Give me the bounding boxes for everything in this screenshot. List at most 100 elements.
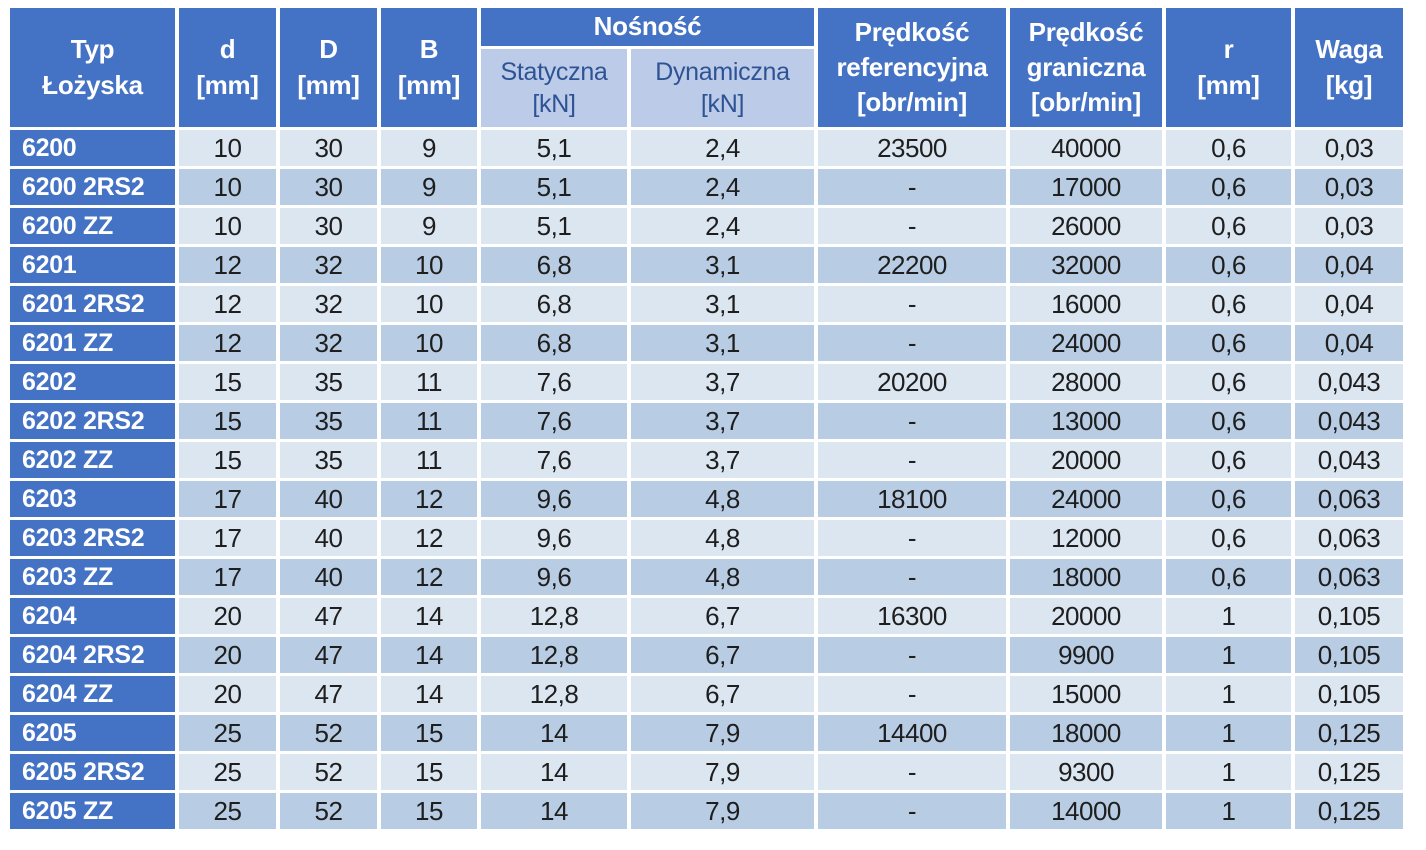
data-cell: - <box>818 286 1006 322</box>
data-cell: 0,6 <box>1166 481 1291 517</box>
data-cell: 7,9 <box>631 754 814 790</box>
data-cell: 12000 <box>1010 520 1162 556</box>
data-cell: 14 <box>381 637 477 673</box>
data-cell: 0,043 <box>1295 364 1403 400</box>
data-cell: 47 <box>280 598 377 634</box>
data-cell: 15000 <box>1010 676 1162 712</box>
data-cell: 0,6 <box>1166 208 1291 244</box>
data-cell: 0,6 <box>1166 130 1291 166</box>
data-cell: 12 <box>179 286 276 322</box>
data-cell: - <box>818 403 1006 439</box>
data-cell: 20 <box>179 637 276 673</box>
data-cell: 52 <box>280 754 377 790</box>
data-cell: - <box>818 208 1006 244</box>
data-cell: 6,7 <box>631 598 814 634</box>
data-cell: 25 <box>179 754 276 790</box>
data-cell: 0,063 <box>1295 520 1403 556</box>
data-cell: 32 <box>280 247 377 283</box>
data-cell: 1 <box>1166 637 1291 673</box>
col-header-r: r [mm] <box>1166 8 1291 127</box>
data-cell: 10 <box>381 286 477 322</box>
data-cell: 0,043 <box>1295 442 1403 478</box>
data-cell: 15 <box>179 364 276 400</box>
table-row: 6201 2RS2 12 32 10 6,8 3,1-16000 0,6 0,04 <box>10 286 1403 322</box>
data-cell: 0,043 <box>1295 403 1403 439</box>
data-cell: 0,6 <box>1166 442 1291 478</box>
data-cell: 6,8 <box>481 247 627 283</box>
row-label-bearing-type: 6203 ZZ <box>10 559 175 595</box>
data-cell: 32000 <box>1010 247 1162 283</box>
table-row: 6205 25 52 15 14 7,9 14400 18000 1 0,125 <box>10 715 1403 751</box>
data-cell: 40 <box>280 481 377 517</box>
data-cell: 0,6 <box>1166 364 1291 400</box>
data-cell: 3,1 <box>631 325 814 361</box>
data-cell: - <box>818 637 1006 673</box>
data-cell: 1 <box>1166 715 1291 751</box>
row-label-bearing-type: 6204 2RS2 <box>10 637 175 673</box>
data-cell: 15 <box>381 715 477 751</box>
data-cell: 10 <box>179 130 276 166</box>
data-cell: 1 <box>1166 598 1291 634</box>
row-label-bearing-type: 6205 2RS2 <box>10 754 175 790</box>
data-cell: - <box>818 559 1006 595</box>
data-cell: 20000 <box>1010 598 1162 634</box>
col-header-typ-lozyska: Typ Łożyska <box>10 8 175 127</box>
row-label-bearing-type: 6204 ZZ <box>10 676 175 712</box>
table-row: 6203 2RS2 17 40 12 9,6 4,8-12000 0,6 0,063 <box>10 520 1403 556</box>
data-cell: 12,8 <box>481 676 627 712</box>
data-cell: 9 <box>381 169 477 205</box>
data-cell: 20200 <box>818 364 1006 400</box>
data-cell: 15 <box>179 403 276 439</box>
data-cell: 22200 <box>818 247 1006 283</box>
data-cell: 0,03 <box>1295 130 1403 166</box>
data-cell: - <box>818 520 1006 556</box>
data-cell: 52 <box>280 793 377 829</box>
data-cell: 9300 <box>1010 754 1162 790</box>
data-cell: - <box>818 676 1006 712</box>
data-cell: 12 <box>179 325 276 361</box>
data-cell: 10 <box>381 325 477 361</box>
table-row: 6201 12 32 10 6,8 3,1 22200 32000 0,6 0,04 <box>10 247 1403 283</box>
data-cell: 14 <box>481 754 627 790</box>
data-cell: 4,8 <box>631 559 814 595</box>
data-cell: 12 <box>381 559 477 595</box>
table-row: 6200 ZZ 10 30 9 5,1 2,4-26000 0,6 0,03 <box>10 208 1403 244</box>
row-label-bearing-type: 6201 2RS2 <box>10 286 175 322</box>
data-cell: 24000 <box>1010 481 1162 517</box>
data-cell: 30 <box>280 208 377 244</box>
data-cell: 20000 <box>1010 442 1162 478</box>
data-cell: 0,105 <box>1295 676 1403 712</box>
col-subheader-dynamiczna: Dynamiczna [kN] <box>631 49 814 127</box>
data-cell: 0,04 <box>1295 247 1403 283</box>
data-cell: 3,1 <box>631 247 814 283</box>
data-cell: 47 <box>280 637 377 673</box>
row-label-bearing-type: 6201 ZZ <box>10 325 175 361</box>
data-cell: 18100 <box>818 481 1006 517</box>
table-row: 6201 ZZ 12 32 10 6,8 3,1-24000 0,6 0,04 <box>10 325 1403 361</box>
data-cell: - <box>818 793 1006 829</box>
bearing-spec-table-container: Typ Łożyska d [mm] D [mm] B [mm] Nośność… <box>6 5 1407 832</box>
data-cell: 0,105 <box>1295 637 1403 673</box>
col-header-predkosc-referencyjna: Prędkość referencyjna [obr/min] <box>818 8 1006 127</box>
data-cell: 10 <box>179 169 276 205</box>
data-cell: 10 <box>381 247 477 283</box>
data-cell: 23500 <box>818 130 1006 166</box>
data-cell: 35 <box>280 364 377 400</box>
table-row: 6205 2RS2 25 52 15 14 7,9-9300 1 0,125 <box>10 754 1403 790</box>
row-label-bearing-type: 6203 2RS2 <box>10 520 175 556</box>
data-cell: 0,063 <box>1295 559 1403 595</box>
row-label-bearing-type: 6200 ZZ <box>10 208 175 244</box>
data-cell: 40 <box>280 520 377 556</box>
data-cell: 35 <box>280 442 377 478</box>
data-cell: 0,03 <box>1295 169 1403 205</box>
data-cell: 3,1 <box>631 286 814 322</box>
data-cell: 0,125 <box>1295 715 1403 751</box>
col-header-nosnosc: Nośność <box>481 8 814 46</box>
data-cell: 0,6 <box>1166 286 1291 322</box>
data-cell: 11 <box>381 364 477 400</box>
data-cell: 12 <box>381 520 477 556</box>
table-row: 6202 2RS2 15 35 11 7,6 3,7-13000 0,6 0,043 <box>10 403 1403 439</box>
data-cell: 26000 <box>1010 208 1162 244</box>
data-cell: - <box>818 442 1006 478</box>
data-cell: 5,1 <box>481 169 627 205</box>
